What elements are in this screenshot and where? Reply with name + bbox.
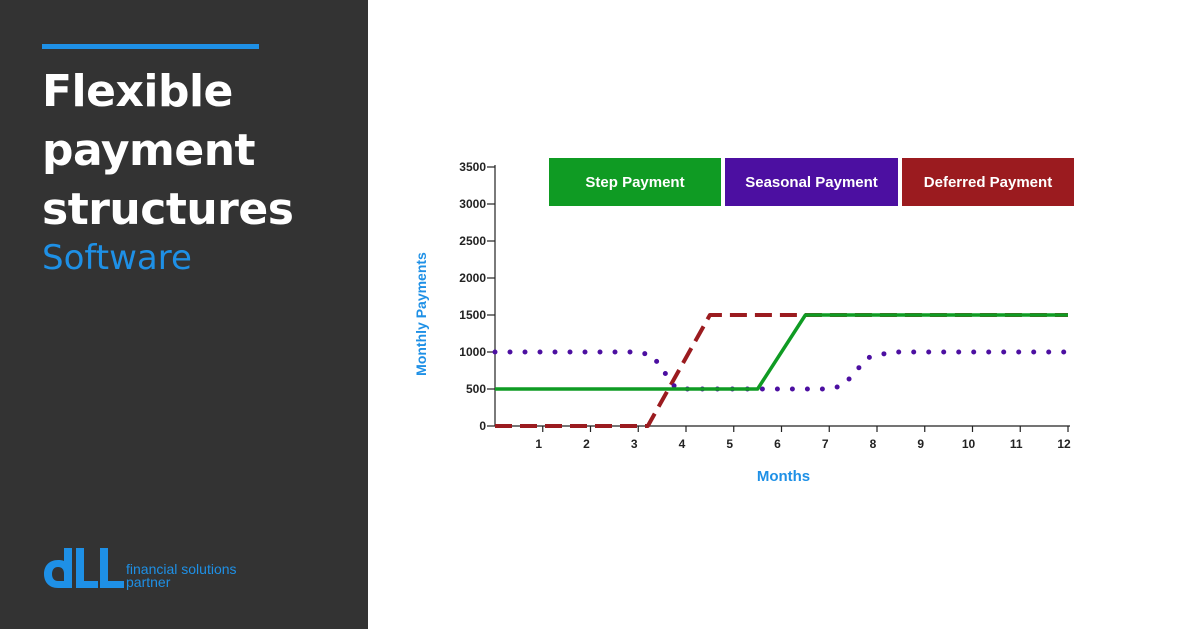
legend-item-seasonal-payment (725, 158, 898, 206)
accent-bar (42, 44, 259, 49)
x-tick-label: 8 (870, 437, 877, 451)
x-tick-label: 2 (583, 437, 590, 451)
x-tick-label: 4 (679, 437, 686, 451)
page-subtitle: Software (42, 238, 192, 278)
dll-logo-mark (44, 548, 124, 588)
page-title: Flexible payment structures (42, 62, 352, 239)
series-line-seasonal-payment (492, 349, 1071, 392)
x-axis-label: Months (757, 468, 810, 485)
series-line-step-payment (495, 313, 1068, 391)
legend-label: Seasonal Payment (745, 174, 878, 191)
y-tick-label: 2000 (459, 271, 486, 285)
legend-label: Deferred Payment (924, 174, 1052, 191)
logo-tagline: financial solutions partner (126, 561, 237, 590)
sidebar-panel: Flexible payment structures Software fin… (0, 0, 368, 629)
y-tick-label: 1000 (459, 345, 486, 359)
chart-area: 0 500 1000 1500 2000 2500 3000 3500 1 2 3 4 5 6 7 8 9 10 1… (368, 0, 1200, 629)
title-line: structures (42, 184, 294, 235)
legend-label: Step Payment (585, 174, 684, 191)
x-tick-label: 10 (962, 437, 976, 451)
x-tick-label: 9 (917, 437, 924, 451)
y-axis-label: Monthly Payments (413, 252, 429, 376)
legend-item-deferred-payment (902, 158, 1074, 206)
title-line: payment (42, 125, 256, 176)
x-tick-label: 3 (631, 437, 638, 451)
x-tick-label: 6 (774, 437, 781, 451)
x-tick-label: 5 (726, 437, 733, 451)
y-tick-label: 500 (466, 382, 486, 396)
dll-logo: financial solutions partner (42, 546, 272, 592)
y-tick-label: 3500 (459, 160, 486, 174)
series-line-deferred-payment (495, 313, 1068, 428)
x-tick-label: 12 (1057, 437, 1071, 451)
legend-item-step-payment (549, 158, 721, 206)
y-tick-label: 1500 (459, 308, 486, 322)
y-tick-label: 0 (479, 419, 486, 433)
x-tick-label: 1 (535, 437, 542, 451)
y-tick-label: 3000 (459, 197, 486, 211)
x-tick-label: 11 (1010, 437, 1023, 451)
logo-tagline-line: financial solutions (126, 561, 237, 577)
x-tick-label: 7 (822, 437, 829, 451)
logo-tagline-line: partner (126, 574, 171, 590)
title-line: Flexible (42, 66, 233, 117)
y-tick-label: 2500 (459, 234, 486, 248)
